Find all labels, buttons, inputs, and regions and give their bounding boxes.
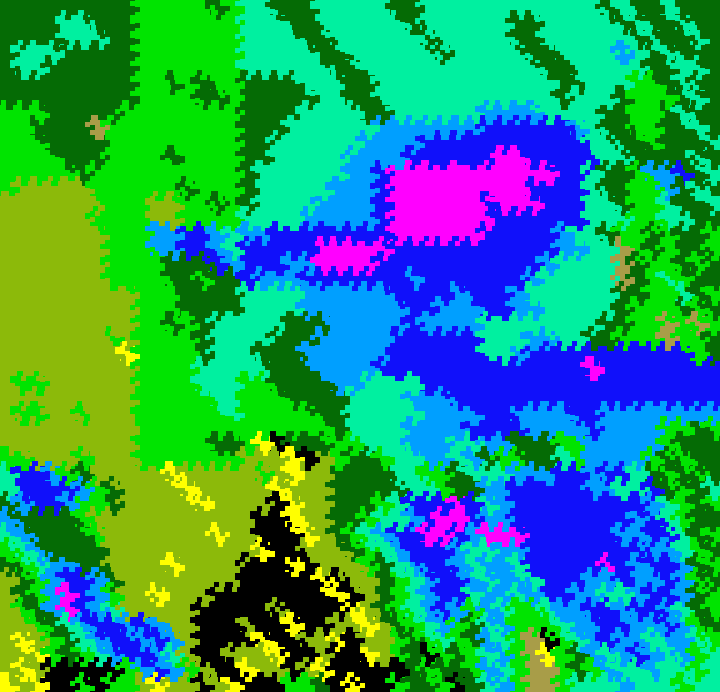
weather-raster-canvas [0, 0, 720, 692]
weather-raster-image [0, 0, 720, 692]
